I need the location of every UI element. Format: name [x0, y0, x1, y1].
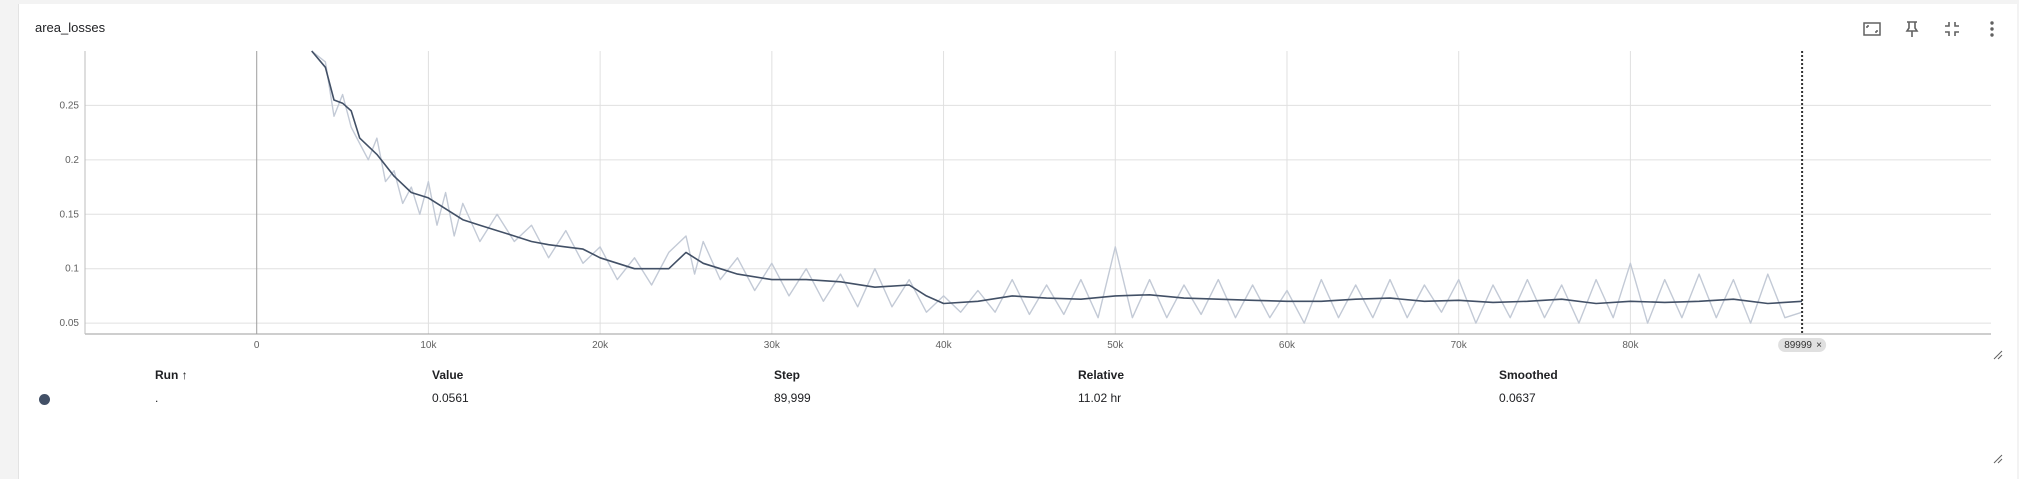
fit-to-screen-button[interactable] [1859, 16, 1885, 42]
x-tick-label: 80k [1622, 340, 1639, 351]
x-tick-label: 30k [764, 340, 781, 351]
line-chart[interactable]: 0.05 0.1 0.15 0.2 0.25 0 10k 20k 30k 40k 50k 60k 70… [19, 4, 2017, 359]
col-header-step[interactable]: Step [774, 368, 801, 382]
raw-series-line [311, 50, 1803, 324]
y-tick-label: 0.05 [60, 318, 80, 329]
cell-step: 89,999 [774, 391, 811, 405]
resize-handle-bottom-icon[interactable] [1993, 454, 2003, 464]
x-tick-label: 60k [1279, 340, 1296, 351]
y-tick-label: 0.2 [65, 155, 79, 166]
step-cursor-badge[interactable] [1778, 338, 1827, 352]
cell-value: 0.0561 [432, 391, 469, 405]
resize-handle-icon[interactable] [1993, 350, 2003, 360]
close-icon[interactable]: × [1816, 340, 1822, 351]
collapse-icon [1945, 22, 1959, 36]
col-header-smoothed[interactable]: Smoothed [1499, 368, 1558, 382]
scalar-card: area_losses 0.05 0.1 0.15 0.2 [18, 4, 2017, 479]
smoothed-series-line [311, 50, 1803, 305]
y-tick-label: 0.1 [65, 264, 79, 275]
x-tick-label: 50k [1107, 340, 1124, 351]
panel-title: area_losses [35, 20, 106, 35]
pin-button[interactable] [1899, 16, 1925, 42]
card-toolbar [1859, 16, 2005, 42]
pin-icon [1905, 21, 1919, 37]
y-tick-label: 0.15 [60, 209, 80, 220]
cell-smoothed: 0.0637 [1499, 391, 1536, 405]
col-header-run[interactable]: Run ↑ [155, 368, 188, 382]
x-tick-label: 70k [1451, 340, 1468, 351]
step-cursor-label: 89999 [1784, 340, 1812, 351]
x-tick-label: 40k [935, 340, 952, 351]
x-tick-label: 20k [592, 340, 609, 351]
fit-to-screen-icon [1863, 22, 1881, 36]
more-options-button[interactable] [1979, 16, 2005, 42]
col-header-relative[interactable]: Relative [1078, 368, 1125, 382]
cell-run: . [155, 391, 159, 405]
x-tick-label: 0 [254, 340, 260, 351]
more-vert-icon [1990, 21, 1994, 37]
x-tick-label: 10k [420, 340, 437, 351]
collapse-button[interactable] [1939, 16, 1965, 42]
run-color-dot [39, 394, 50, 405]
cell-relative: 11.02 hr [1078, 391, 1122, 405]
y-tick-label: 0.25 [60, 100, 80, 111]
col-header-value[interactable]: Value [432, 368, 464, 382]
